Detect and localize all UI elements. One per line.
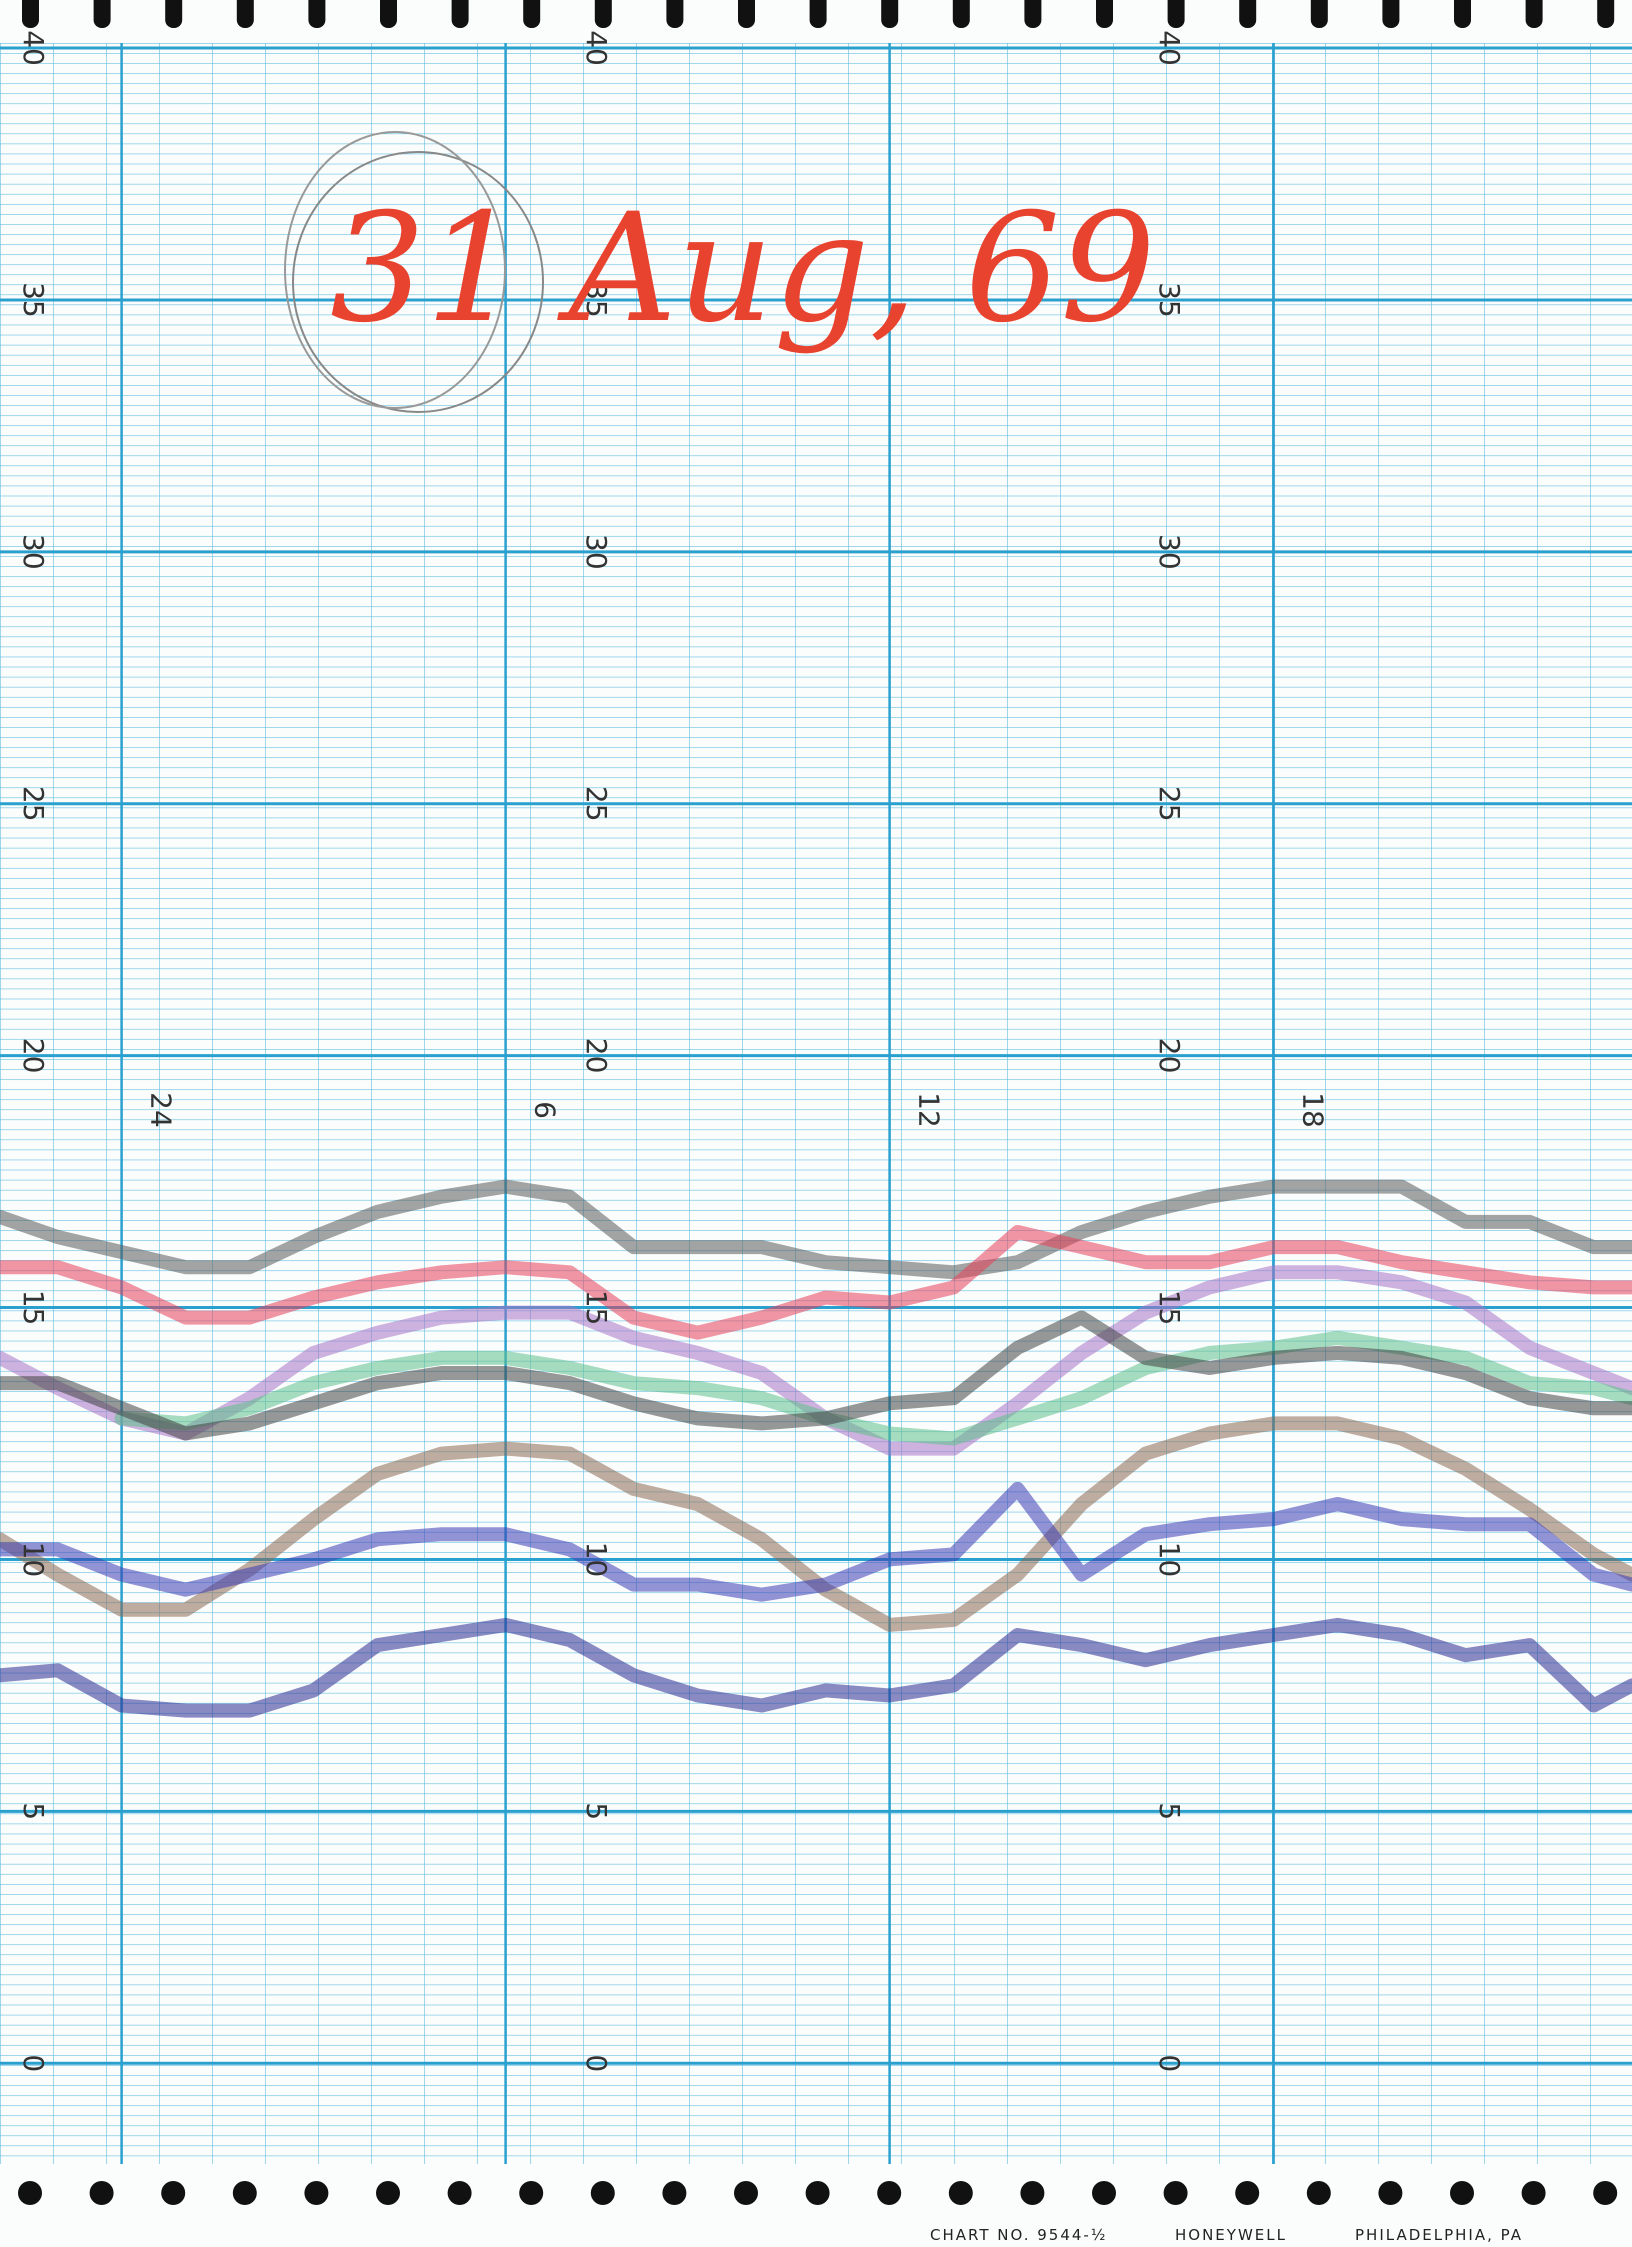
top-hole bbox=[1597, 0, 1615, 28]
trace bbox=[0, 1179, 1632, 1280]
trace bbox=[0, 1617, 1632, 1718]
y-tick-label: 15 bbox=[580, 1290, 613, 1326]
bottom-hole bbox=[376, 2181, 400, 2205]
paper-grid bbox=[0, 43, 1632, 2164]
top-hole bbox=[1454, 0, 1471, 28]
y-tick-label: 10 bbox=[580, 1542, 613, 1578]
y-tick-label: 0 bbox=[17, 2054, 50, 2072]
top-hole bbox=[451, 0, 469, 28]
bottom-hole bbox=[1593, 2181, 1618, 2205]
y-tick-label: 25 bbox=[1153, 786, 1186, 822]
top-hole bbox=[1382, 0, 1400, 28]
footer-text: PHILADELPHIA, PA bbox=[1355, 2226, 1523, 2244]
top-hole bbox=[1525, 0, 1543, 28]
top-hole bbox=[236, 0, 254, 28]
pencil-circle bbox=[292, 151, 544, 413]
y-tick-label: 5 bbox=[17, 1802, 50, 1820]
bottom-hole bbox=[1163, 2181, 1188, 2205]
y-tick-label: 10 bbox=[1153, 1542, 1186, 1578]
top-hole bbox=[523, 0, 541, 28]
y-tick-label: 40 bbox=[580, 30, 613, 66]
y-tick-label: 10 bbox=[17, 1542, 50, 1578]
top-hole bbox=[1096, 0, 1113, 28]
top-hole bbox=[809, 0, 827, 28]
top-hole bbox=[594, 0, 612, 28]
bottom-hole bbox=[662, 2181, 687, 2205]
footer-text: HONEYWELL bbox=[1175, 2226, 1287, 2244]
y-tick-label: 35 bbox=[580, 282, 613, 318]
y-tick-label: 20 bbox=[580, 1038, 613, 1074]
tick-labels: 0 0 0 5 5 5 10 10 10 15 15 15 20 20 20 25 25 25 30 30 30 35 35… bbox=[17, 30, 1330, 2072]
top-hole bbox=[1167, 0, 1185, 28]
trace bbox=[0, 1225, 1632, 1340]
trace bbox=[0, 1310, 1632, 1441]
top-hole bbox=[380, 0, 397, 28]
trace bbox=[114, 1330, 1632, 1446]
top-hole bbox=[952, 0, 970, 28]
bottom-hole bbox=[1378, 2181, 1403, 2205]
bottom-hole bbox=[805, 2181, 830, 2205]
bottom-hole bbox=[304, 2181, 329, 2205]
bottom-hole bbox=[1020, 2181, 1045, 2205]
bottom-hole bbox=[1450, 2181, 1474, 2205]
x-tick-label: 18 bbox=[1297, 1092, 1330, 1128]
x-tick-label: 12 bbox=[913, 1092, 946, 1128]
y-tick-label: 25 bbox=[580, 786, 613, 822]
bottom-hole bbox=[877, 2181, 902, 2205]
x-tick-label: 24 bbox=[145, 1092, 178, 1128]
y-tick-label: 30 bbox=[17, 534, 50, 570]
bottom-hole bbox=[948, 2181, 973, 2205]
y-tick-label: 30 bbox=[1153, 534, 1186, 570]
bottom-hole bbox=[89, 2181, 114, 2205]
y-tick-label: 40 bbox=[17, 30, 50, 66]
title: 31 Aug, 69 bbox=[330, 182, 1156, 356]
footer-text: CHART NO. 9544-½ bbox=[930, 2226, 1107, 2244]
top-hole bbox=[738, 0, 755, 28]
top-hole bbox=[881, 0, 899, 28]
y-tick-label: 20 bbox=[17, 1038, 50, 1074]
y-tick-label: 15 bbox=[17, 1290, 50, 1326]
sprocket-holes bbox=[18, 0, 1618, 2205]
y-tick-label: 0 bbox=[1153, 2054, 1186, 2072]
pencil-circle bbox=[284, 131, 506, 409]
bottom-hole bbox=[734, 2181, 758, 2205]
y-tick-label: 30 bbox=[580, 534, 613, 570]
major-grid bbox=[0, 43, 1632, 2164]
x-tick-label: 6 bbox=[529, 1101, 562, 1119]
bottom-hole bbox=[1306, 2181, 1331, 2205]
top-hole bbox=[666, 0, 684, 28]
trace bbox=[0, 1481, 1632, 1602]
bottom-hole bbox=[447, 2181, 472, 2205]
bottom-hole bbox=[519, 2181, 544, 2205]
bottom-hole bbox=[1235, 2181, 1260, 2205]
top-hole bbox=[1024, 0, 1042, 28]
bottom-hole bbox=[232, 2181, 257, 2205]
y-tick-label: 40 bbox=[1153, 30, 1186, 66]
bottom-hole bbox=[18, 2181, 42, 2205]
top-hole bbox=[22, 0, 39, 28]
y-tick-label: 35 bbox=[17, 282, 50, 318]
top-hole bbox=[308, 0, 326, 28]
top-hole bbox=[93, 0, 111, 28]
bottom-hole bbox=[1521, 2181, 1546, 2205]
traces bbox=[0, 1179, 1632, 1718]
top-hole bbox=[165, 0, 183, 28]
y-tick-label: 25 bbox=[17, 786, 50, 822]
bottom-hole bbox=[1092, 2181, 1116, 2205]
y-tick-label: 15 bbox=[1153, 1290, 1186, 1326]
y-tick-label: 20 bbox=[1153, 1038, 1186, 1074]
top-hole bbox=[1239, 0, 1257, 28]
y-tick-label: 5 bbox=[580, 1802, 613, 1820]
y-tick-label: 5 bbox=[1153, 1802, 1186, 1820]
bottom-hole bbox=[161, 2181, 186, 2205]
y-tick-label: 0 bbox=[580, 2054, 613, 2072]
y-tick-label: 35 bbox=[1153, 282, 1186, 318]
bottom-hole bbox=[590, 2181, 615, 2205]
top-hole bbox=[1310, 0, 1328, 28]
